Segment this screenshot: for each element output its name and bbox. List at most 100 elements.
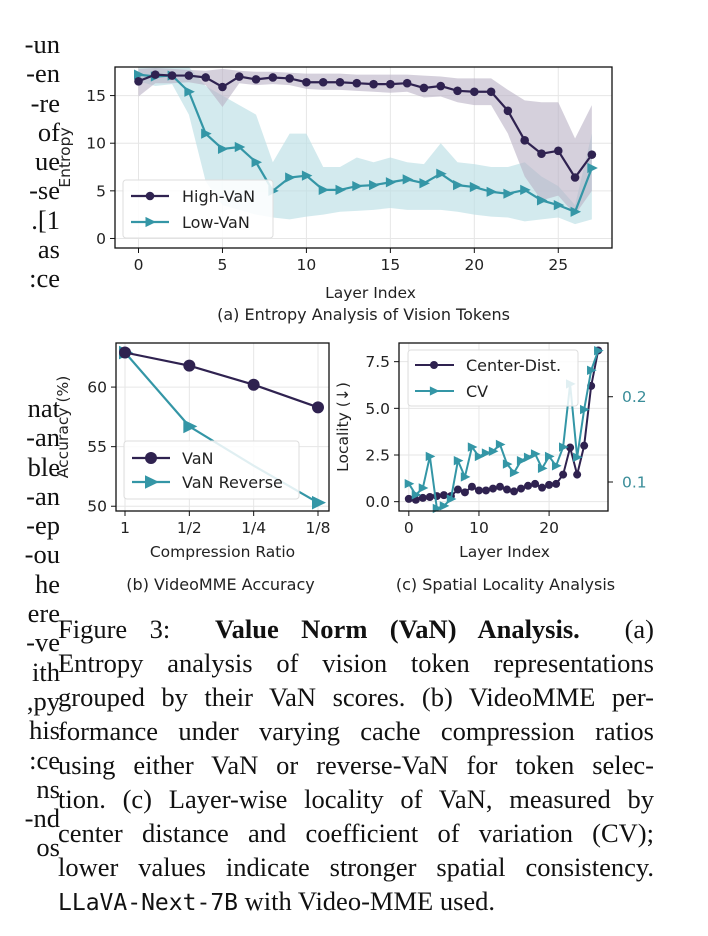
legend-triangle-marker (429, 386, 440, 396)
cv-point (587, 365, 597, 375)
caption-line-2: Entropy analysis of vision token represe… (58, 648, 654, 678)
legend-circle-marker (430, 361, 438, 369)
legend-box (122, 179, 274, 239)
van-point (312, 401, 324, 414)
caption-text: (a) (624, 614, 654, 644)
high-van-band (138, 67, 592, 215)
left-text-fragment: 1]. (31, 205, 60, 235)
y-tick-label: 7.5 (365, 353, 390, 371)
left-text-fragment: an- (26, 481, 60, 511)
left-text-fragment: os (36, 833, 60, 863)
high-van-point (470, 87, 479, 97)
x-tick-label: 1/4 (241, 519, 266, 537)
y-tick-label: 55 (87, 438, 107, 456)
chart-b-ticks: 1 1/2 1/4 1/8 50 55 60 (87, 379, 330, 537)
chart-c-frame (398, 342, 609, 512)
y-tick-label: 2.5 (365, 447, 390, 465)
left-text-fragment: ep- (26, 511, 60, 541)
center-dist-point (425, 493, 434, 501)
van-reverse-point (312, 495, 326, 510)
low-van-line (138, 73, 593, 214)
high-van-point (453, 86, 462, 96)
high-van-point (386, 79, 395, 89)
left-text-fragment: ns (36, 774, 60, 804)
left-text-fragment: un- (24, 30, 60, 59)
cv-point (509, 467, 520, 478)
cv-point (573, 452, 583, 462)
x-tick-label: 25 (548, 256, 568, 274)
low-van-point (134, 69, 145, 80)
legend-label: Low-VaN (182, 213, 250, 232)
y-tick-label: 5 (96, 182, 106, 200)
caption-bold-title: Value Norm (VaN) Analysis. (214, 614, 580, 644)
high-van-point (503, 106, 513, 116)
left-text-fragment: re- (30, 88, 60, 118)
chart-b-ylabel: Accuracy (%) (54, 376, 72, 479)
left-text-fragment: as (37, 235, 60, 265)
low-van-point (234, 141, 246, 153)
high-van-point (318, 77, 328, 87)
low-van-point (553, 200, 565, 211)
high-van-point (436, 81, 446, 91)
y-tick-label: 0.0 (365, 493, 390, 511)
high-van-point (553, 146, 563, 156)
left-text-fragment: ith (32, 657, 60, 687)
cv-point (460, 472, 471, 482)
van-point (183, 359, 196, 372)
low-van-point (453, 180, 464, 191)
cv-point (453, 456, 464, 466)
chart-a-ticks: 0 5 10 15 20 25 0 5 10 15 (86, 87, 568, 274)
chart-a-xlabel: Layer Index (325, 284, 416, 302)
low-van-point (486, 186, 498, 197)
right-y-tick-label: 0.2 (622, 388, 647, 406)
high-van-point (134, 76, 143, 86)
chart-b-series (119, 345, 326, 510)
x-tick-label: 0 (134, 256, 144, 274)
left-text-fragment: ve- (26, 628, 60, 658)
cv-point (502, 459, 513, 469)
legend-box (123, 440, 300, 500)
high-van-point (150, 70, 160, 79)
center-dist-point (566, 443, 575, 452)
chart-b-legend: VaN VaN Reverse (123, 440, 300, 500)
y-tick-label: 15 (86, 87, 106, 105)
high-van-point (369, 79, 378, 89)
low-van-point (318, 184, 330, 195)
left-column-text-upper: un-en-re-of ue se- 1]. as ce: (0, 30, 60, 294)
cv-point (474, 451, 485, 462)
legend-circle-marker (145, 191, 155, 201)
cv-point (467, 442, 478, 452)
van-reverse-point (183, 419, 198, 434)
x-tick-label: 15 (380, 256, 400, 274)
van-point (119, 346, 131, 359)
chart-a-subcaption: (a) Entropy Analysis of Vision Tokens (217, 305, 510, 324)
chart-a-ylabel: Entropy (56, 127, 74, 187)
low-van-point (587, 162, 598, 174)
chart-b-xlabel: Compression Ratio (150, 543, 295, 561)
center-dist-point (573, 470, 582, 479)
cv-point (537, 463, 548, 474)
low-van-point (503, 188, 514, 199)
x-tick-label: 10 (297, 256, 317, 274)
center-dist-point (580, 441, 589, 450)
caption-line-6: tion. (c) Layer-wise locality of VaN, me… (58, 784, 654, 814)
high-van-point (520, 136, 529, 145)
y-tick-label: 0 (96, 230, 106, 248)
x-tick-label: 0 (404, 519, 414, 537)
high-van-point (352, 78, 362, 88)
legend-triangle-marker (145, 216, 156, 228)
legend-label: VaN Reverse (182, 473, 283, 492)
center-dist-point (510, 487, 519, 496)
center-dist-point (460, 488, 469, 497)
low-van-point (536, 195, 548, 206)
low-van-point (469, 181, 481, 193)
high-van-point (201, 73, 210, 82)
x-tick-label: 20 (464, 256, 484, 274)
cv-point (544, 451, 555, 462)
low-van-point (217, 143, 229, 155)
left-text-fragment: ere (27, 599, 60, 629)
figure-caption: Figure 3: Value Norm (VaN) Analysis. (a)… (58, 612, 654, 920)
van-line (124, 351, 319, 409)
center-dist-point (538, 483, 547, 492)
high-van-point (268, 73, 278, 82)
